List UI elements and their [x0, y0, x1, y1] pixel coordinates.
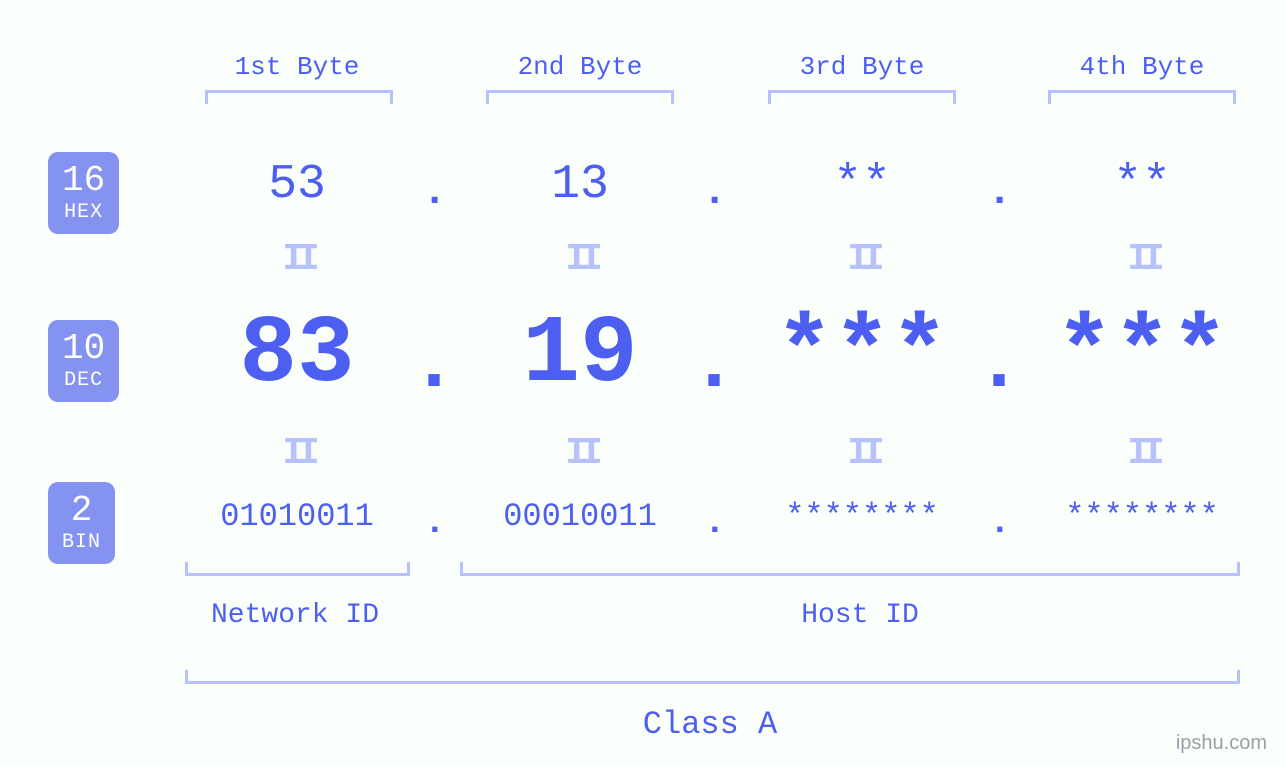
eq-2-2: II [560, 432, 600, 475]
hex-dot-2: . [702, 168, 727, 216]
hex-dot-3: . [987, 168, 1012, 216]
bracket-network-id [185, 562, 410, 576]
dec-dot-3: . [975, 320, 1023, 411]
bracket-class [185, 670, 1240, 684]
byte-label-3: 3rd Byte [742, 52, 982, 82]
bracket-host-id [460, 562, 1240, 576]
eq-1-2: II [560, 238, 600, 281]
dec-byte-3: *** [732, 300, 992, 409]
byte-label-2: 2nd Byte [460, 52, 700, 82]
hex-byte-2: 13 [480, 158, 680, 212]
eq-1-1: II [277, 238, 317, 281]
badge-bin: 2 BIN [48, 482, 115, 564]
badge-dec: 10 DEC [48, 320, 119, 402]
hex-byte-1: 53 [197, 158, 397, 212]
bin-byte-2: 00010011 [450, 498, 710, 535]
bin-dot-2: . [704, 502, 726, 543]
eq-2-3: II [842, 432, 882, 475]
hex-byte-4: ** [1042, 158, 1242, 212]
eq-2-1: II [277, 432, 317, 475]
byte-label-4: 4th Byte [1022, 52, 1262, 82]
badge-hex-num: 16 [62, 160, 105, 201]
dec-byte-1: 83 [167, 300, 427, 409]
label-network-id: Network ID [195, 600, 395, 631]
badge-dec-num: 10 [62, 328, 105, 369]
hex-byte-3: ** [762, 158, 962, 212]
bin-byte-3: ******** [732, 498, 992, 535]
label-host-id: Host ID [770, 600, 950, 631]
bracket-byte-3 [768, 90, 956, 104]
byte-label-1: 1st Byte [177, 52, 417, 82]
dec-byte-4: *** [1012, 300, 1272, 409]
bin-dot-3: . [989, 502, 1011, 543]
bin-dot-1: . [424, 502, 446, 543]
badge-bin-label: BIN [62, 531, 101, 554]
eq-1-3: II [842, 238, 882, 281]
eq-1-4: II [1122, 238, 1162, 281]
eq-2-4: II [1122, 432, 1162, 475]
dec-dot-2: . [690, 320, 738, 411]
badge-dec-label: DEC [62, 369, 105, 392]
label-class: Class A [610, 706, 810, 743]
bracket-byte-1 [205, 90, 393, 104]
dec-dot-1: . [410, 320, 458, 411]
badge-hex-label: HEX [62, 201, 105, 224]
bracket-byte-4 [1048, 90, 1236, 104]
bracket-byte-2 [486, 90, 674, 104]
badge-hex: 16 HEX [48, 152, 119, 234]
bin-byte-4: ******** [1012, 498, 1272, 535]
watermark: ipshu.com [1176, 732, 1267, 755]
hex-dot-1: . [422, 168, 447, 216]
badge-bin-num: 2 [62, 490, 101, 531]
dec-byte-2: 19 [450, 300, 710, 409]
bin-byte-1: 01010011 [167, 498, 427, 535]
